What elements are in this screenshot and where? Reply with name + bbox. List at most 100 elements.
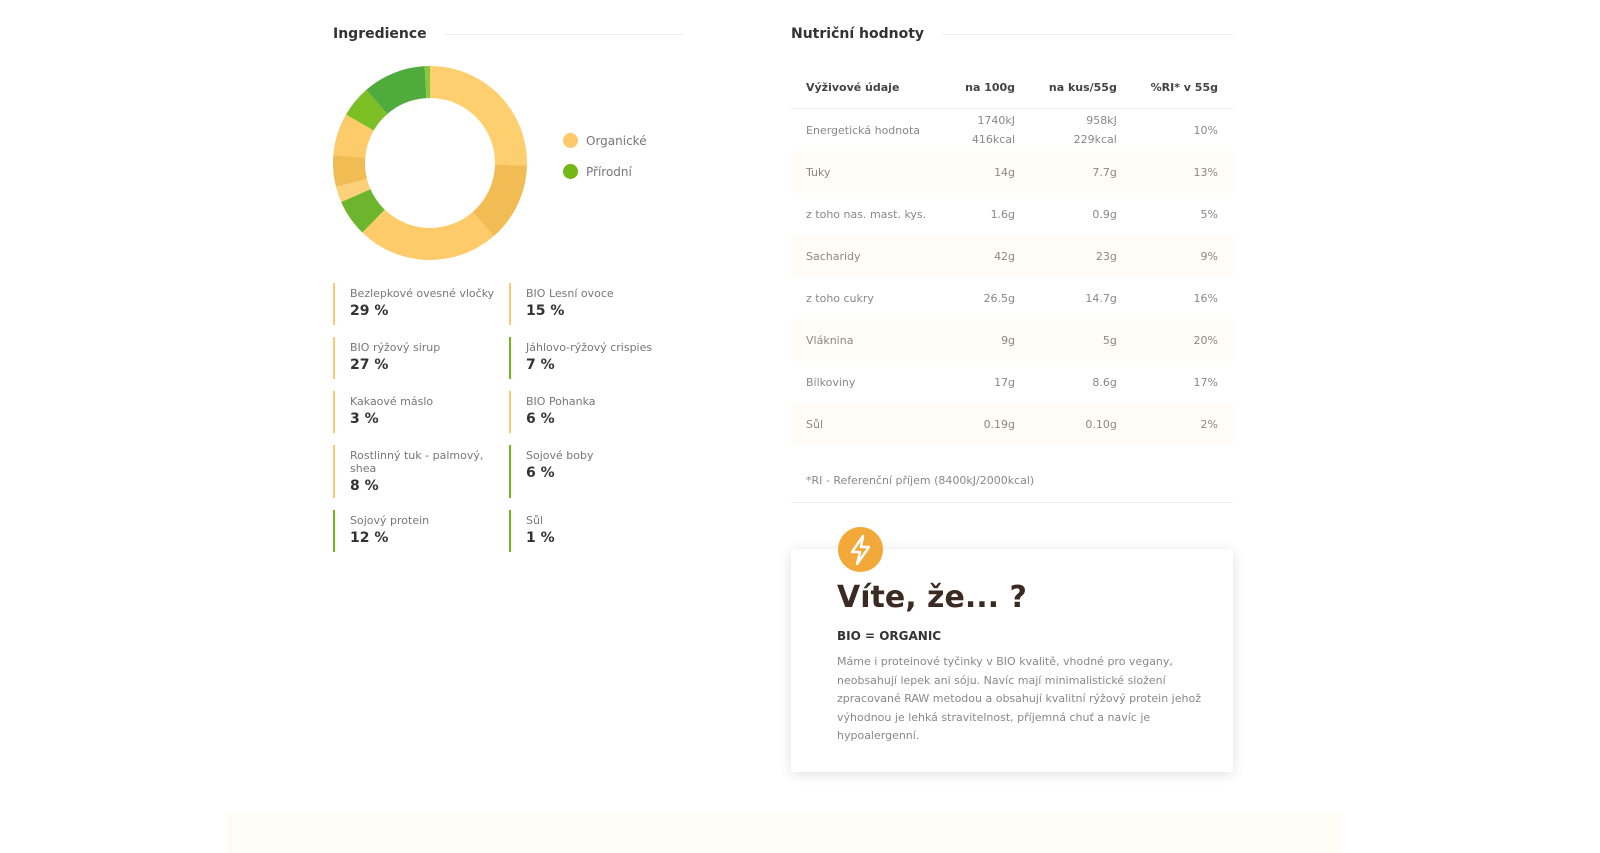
callout-box — [791, 549, 1233, 772]
table-cell: z toho cukry — [806, 291, 874, 305]
ingredient-percent: 8 % — [350, 478, 379, 494]
ingredient-name: BIO Lesní ovoce — [526, 287, 614, 300]
table-cell: 10% — [1193, 123, 1218, 137]
table-header: Výživové údaje na 100g na kus/55g %RI* v 55… — [791, 66, 1233, 109]
ingredient-name: Kakaové máslo — [350, 395, 434, 408]
donut-segment — [345, 89, 388, 131]
table-cell: Energetická hodnota — [806, 123, 921, 137]
table-cell: Bílkoviny — [806, 375, 856, 389]
lightning-icon — [838, 527, 883, 572]
cell-line: 416kcal — [971, 133, 1016, 146]
footer-strip — [227, 812, 1340, 853]
ingredient-percent: 27 % — [350, 357, 389, 373]
table-row: Tuky 14g 7.7g 13% — [791, 151, 1233, 193]
header-cell: na 100g — [947, 66, 1031, 109]
legend-swatch — [563, 164, 578, 179]
ingredient-percent: 3 % — [350, 411, 379, 427]
table-cell: 14g — [947, 151, 1031, 193]
ingredient-percent: 15 % — [526, 303, 565, 319]
table-cell: 1.6g — [990, 207, 1016, 221]
table-cell: Sůl — [791, 403, 948, 445]
callout-title: Víte, že... ? — [837, 580, 1027, 615]
table-cell: Sacharidy — [791, 235, 948, 277]
table-cell: Tuky — [791, 151, 948, 193]
ingredient-list: Bezlepkové ovesné vločky 29 % BIO Lesní ov… — [333, 283, 683, 552]
table-cell: 0.9g — [1092, 207, 1117, 221]
ingredient-percent: 1 % — [526, 530, 555, 546]
ingredient-name: Sojové boby — [526, 449, 594, 462]
ingredient: BIO Lesní ovoce 15 % — [509, 283, 685, 325]
nutrition-title: Nutriční hodnoty — [791, 26, 1233, 42]
table-cell: 1740kJ 416kcal — [947, 109, 1030, 152]
donut-segment — [333, 114, 374, 158]
donut-segment — [430, 66, 527, 166]
cell-line: 1740kJ — [977, 114, 1016, 127]
table-cell: 16% — [1193, 291, 1218, 305]
donut-segment — [424, 66, 430, 99]
donut-segment — [333, 154, 367, 187]
table-row: Bílkoviny 17g 8.6g 17% — [791, 361, 1233, 403]
table-cell: 8.6g — [1092, 375, 1117, 389]
table-row: z toho cukry 26.5g 14.7g 16% — [791, 277, 1233, 319]
header-cell: Výživové údaje — [791, 66, 948, 109]
ingredient: Bezlepkové ovesné vločky 29 % — [333, 283, 509, 325]
legend-item: Organické — [563, 133, 647, 148]
cell-line: 958kJ — [1086, 114, 1117, 127]
ingredient-name: Sojový protein — [350, 514, 430, 527]
table-cell: 9% — [1131, 235, 1233, 277]
table-cell: 5g — [1030, 319, 1132, 361]
ingredient-percent: 12 % — [350, 530, 389, 546]
divider — [791, 502, 1233, 503]
donut-segment — [472, 164, 527, 237]
table-row: Sacharidy 42g 23g 9% — [791, 235, 1233, 277]
legend-swatch — [563, 133, 578, 148]
donut-segment — [362, 209, 494, 260]
ingredient-name: Sůl — [526, 514, 544, 527]
ingredients-title: Ingredience — [333, 26, 683, 42]
header-cell: %RI* v 55g — [1131, 66, 1233, 109]
ingredient-percent: 6 % — [526, 411, 555, 427]
ingredient: Rostlinný tuk - palmový, shea 8 % — [333, 445, 509, 498]
table-cell: 23g — [1030, 235, 1132, 277]
header-cell: na kus/55g — [1030, 66, 1132, 109]
table-cell: 2% — [1131, 403, 1233, 445]
table-cell: 14.7g — [1085, 291, 1117, 305]
table-cell: 9g — [947, 319, 1031, 361]
table-note: *RI - Referenční příjem (8400kJ/2000kcal… — [806, 474, 1035, 487]
ingredient: Sůl 1 % — [509, 510, 685, 552]
legend-item: Přírodní — [563, 164, 632, 179]
donut-segment — [335, 178, 371, 202]
ingredient: Kakaové máslo 3 % — [333, 391, 509, 433]
table-cell: 26.5g — [983, 291, 1016, 305]
ingredient-name: BIO rýžový sirup — [350, 341, 441, 354]
table-cell: 13% — [1131, 151, 1233, 193]
table-cell: 17g — [994, 375, 1016, 389]
ingredient-percent: 29 % — [350, 303, 389, 319]
table-cell: 20% — [1131, 319, 1233, 361]
ingredient-percent: 7 % — [526, 357, 555, 373]
ingredient-percent: 6 % — [526, 465, 555, 481]
callout-text: Máme i proteinové tyčinky v BIO kvalitě,… — [837, 655, 1201, 742]
ingredient-name: Rostlinný tuk - palmový, shea — [350, 449, 484, 475]
legend-label: Organické — [586, 133, 647, 148]
table-cell: 5% — [1200, 207, 1218, 221]
table-cell: 42g — [947, 235, 1031, 277]
table-row: Energetická hodnota 1740kJ 416kcal 958kJ 229… — [791, 109, 1233, 152]
callout-subtitle: BIO = ORGANIC — [837, 629, 942, 643]
table-cell: 0.10g — [1030, 403, 1132, 445]
donut-segment — [341, 189, 385, 233]
legend-label: Přírodní — [586, 164, 632, 179]
donut-segment — [366, 66, 427, 114]
table-cell: 0.19g — [947, 403, 1031, 445]
ingredient-name: Jáhlovo-rýžový crispies — [526, 341, 653, 354]
table-cell: z toho nas. mast. kys. — [806, 207, 927, 221]
table-cell: 17% — [1193, 375, 1218, 389]
table-row: Sůl 0.19g 0.10g 2% — [791, 403, 1233, 445]
cell-line: 229kcal — [1073, 133, 1117, 146]
table-cell: 958kJ 229kcal — [1030, 109, 1132, 152]
nutrition-table: Výživové údaje na 100g na kus/55g %RI* v 55… — [791, 66, 1233, 445]
ingredient-name: BIO Pohanka — [526, 395, 596, 408]
table-row: z toho nas. mast. kys. 1.6g 0.9g 5% — [791, 193, 1233, 235]
ingredient: Jáhlovo-rýžový crispies 7 % — [509, 337, 685, 379]
